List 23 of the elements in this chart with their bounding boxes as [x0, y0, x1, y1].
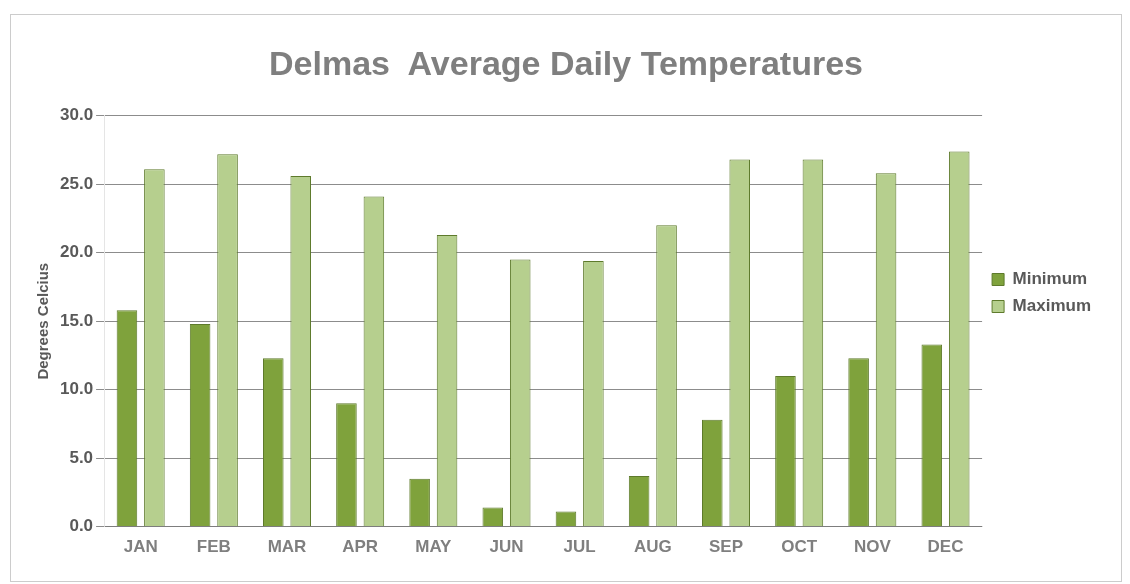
legend-label: Maximum [1012, 296, 1092, 316]
chart-title: Delmas Average Daily Temperatures [268, 43, 864, 82]
x-tick-label: MAY [415, 537, 453, 557]
y-axis-title: Degrees Celcius [34, 262, 52, 380]
x-tick-label: OCT [781, 537, 818, 557]
y-tick-label: 15.0 [59, 310, 94, 330]
y-tick-label: 0.0 [69, 516, 94, 536]
y-tick-label: 20.0 [59, 242, 94, 262]
x-tick-label: FEB [196, 537, 231, 557]
x-tick-label: JUL [563, 537, 596, 557]
x-tick-label: JAN [123, 537, 158, 557]
y-tick-label: 5.0 [69, 447, 94, 467]
legend-label: Minimum [1012, 269, 1088, 289]
x-tick-label: AUG [633, 537, 672, 557]
x-tick-label: MAR [267, 537, 307, 557]
x-tick-label: APR [342, 537, 379, 557]
y-tick-label: 30.0 [59, 105, 94, 125]
x-tick-label: DEC [927, 537, 964, 557]
x-tick-label: SEP [708, 537, 744, 557]
x-tick-label: JUN [489, 537, 524, 557]
y-tick-label: 25.0 [59, 173, 94, 193]
x-tick-label: NOV [853, 537, 892, 557]
y-tick-label: 10.0 [59, 379, 94, 399]
